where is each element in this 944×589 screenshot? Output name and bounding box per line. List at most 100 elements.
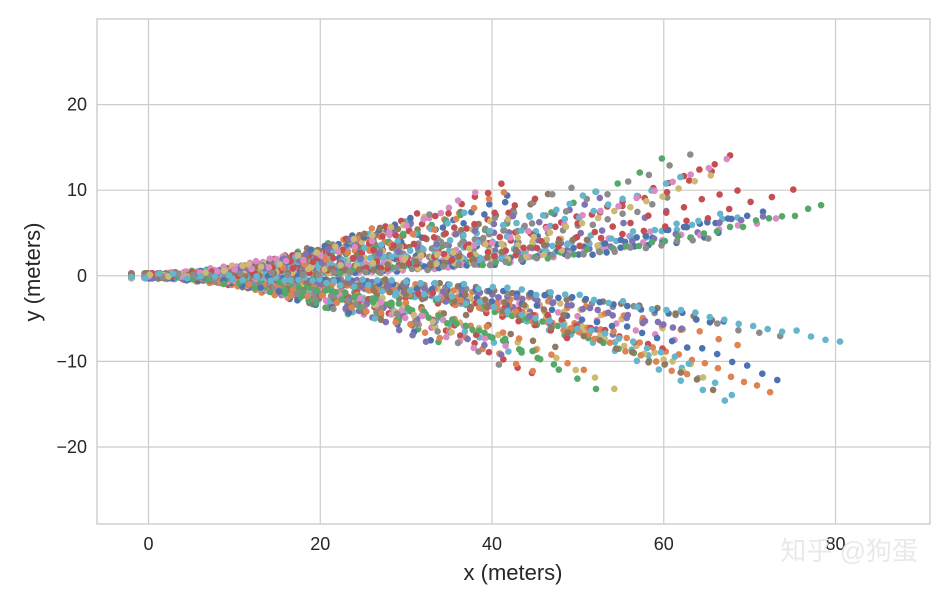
- data-point: [727, 373, 735, 381]
- data-point: [420, 215, 428, 223]
- data-point: [645, 359, 652, 366]
- data-point: [382, 276, 389, 283]
- data-point: [749, 322, 757, 330]
- data-point: [711, 379, 719, 387]
- data-point: [462, 311, 470, 319]
- data-point: [817, 201, 825, 209]
- data-point: [498, 240, 505, 247]
- data-point: [315, 271, 322, 278]
- data-point: [753, 382, 761, 389]
- data-point: [591, 335, 598, 343]
- data-point: [772, 215, 780, 222]
- data-point: [590, 207, 597, 215]
- data-point: [490, 220, 498, 228]
- data-point: [604, 201, 612, 208]
- data-point: [554, 309, 562, 316]
- x-tick-label: 80: [826, 534, 846, 554]
- data-point: [370, 246, 377, 254]
- data-point: [248, 265, 255, 273]
- data-point: [330, 269, 338, 276]
- data-point: [313, 249, 321, 256]
- data-point: [555, 294, 562, 302]
- data-point: [747, 198, 754, 206]
- data-point: [276, 260, 284, 268]
- data-point: [562, 223, 570, 231]
- data-point: [266, 255, 274, 262]
- data-point: [634, 303, 641, 311]
- data-point: [548, 209, 555, 216]
- data-point: [417, 280, 424, 287]
- watermark-text: 知乎 @狗蛋: [780, 536, 918, 566]
- data-point: [337, 262, 344, 269]
- data-point: [725, 205, 733, 213]
- data-point: [513, 219, 520, 227]
- data-point: [352, 300, 360, 308]
- data-point: [586, 304, 594, 312]
- data-point: [452, 215, 460, 223]
- data-point: [431, 226, 438, 233]
- data-point: [728, 391, 736, 399]
- data-point: [663, 188, 671, 196]
- data-point: [807, 333, 815, 340]
- data-point: [592, 188, 600, 195]
- data-point: [793, 327, 800, 334]
- data-point: [392, 289, 400, 297]
- data-point: [330, 278, 338, 285]
- data-point: [699, 386, 707, 394]
- data-point: [555, 366, 563, 374]
- data-point: [606, 339, 614, 347]
- data-point: [495, 294, 502, 301]
- data-point: [451, 224, 458, 231]
- data-point: [384, 261, 391, 268]
- data-point: [273, 255, 280, 263]
- data-point: [442, 298, 450, 305]
- data-point: [540, 306, 548, 313]
- data-point: [500, 227, 507, 234]
- data-point: [351, 243, 359, 251]
- data-point: [686, 177, 693, 184]
- data-point: [739, 223, 747, 231]
- data-point: [445, 210, 452, 217]
- y-tick-label: 10: [67, 180, 87, 200]
- data-point: [640, 227, 648, 235]
- data-point: [635, 242, 643, 250]
- data-point: [677, 173, 684, 181]
- data-point: [337, 282, 344, 289]
- data-point: [460, 280, 468, 288]
- data-point: [470, 204, 478, 212]
- data-point: [715, 335, 722, 343]
- data-point: [300, 288, 307, 296]
- data-point: [275, 288, 283, 295]
- data-point: [627, 244, 634, 251]
- data-point: [576, 291, 583, 299]
- data-point: [557, 300, 564, 307]
- data-point: [673, 237, 681, 245]
- data-point: [507, 330, 514, 338]
- data-point: [287, 292, 295, 299]
- data-point: [688, 221, 696, 229]
- data-point: [653, 334, 661, 342]
- data-point: [638, 329, 646, 337]
- data-point: [627, 203, 634, 211]
- data-point: [436, 334, 444, 342]
- data-point: [608, 322, 616, 330]
- data-point: [431, 279, 439, 287]
- data-point: [539, 318, 546, 325]
- data-point: [540, 242, 548, 249]
- data-point: [399, 230, 407, 238]
- data-point: [281, 277, 288, 284]
- data-point: [466, 245, 473, 252]
- data-point: [253, 273, 261, 280]
- data-point: [596, 337, 604, 344]
- data-point: [595, 248, 603, 255]
- data-point: [659, 193, 666, 200]
- data-point: [302, 250, 310, 257]
- data-point: [454, 197, 462, 204]
- data-point: [470, 241, 478, 249]
- data-point: [284, 271, 291, 279]
- data-point: [475, 348, 482, 355]
- data-point: [368, 225, 376, 232]
- data-point: [446, 281, 453, 288]
- data-point: [553, 206, 560, 214]
- data-point: [804, 205, 812, 213]
